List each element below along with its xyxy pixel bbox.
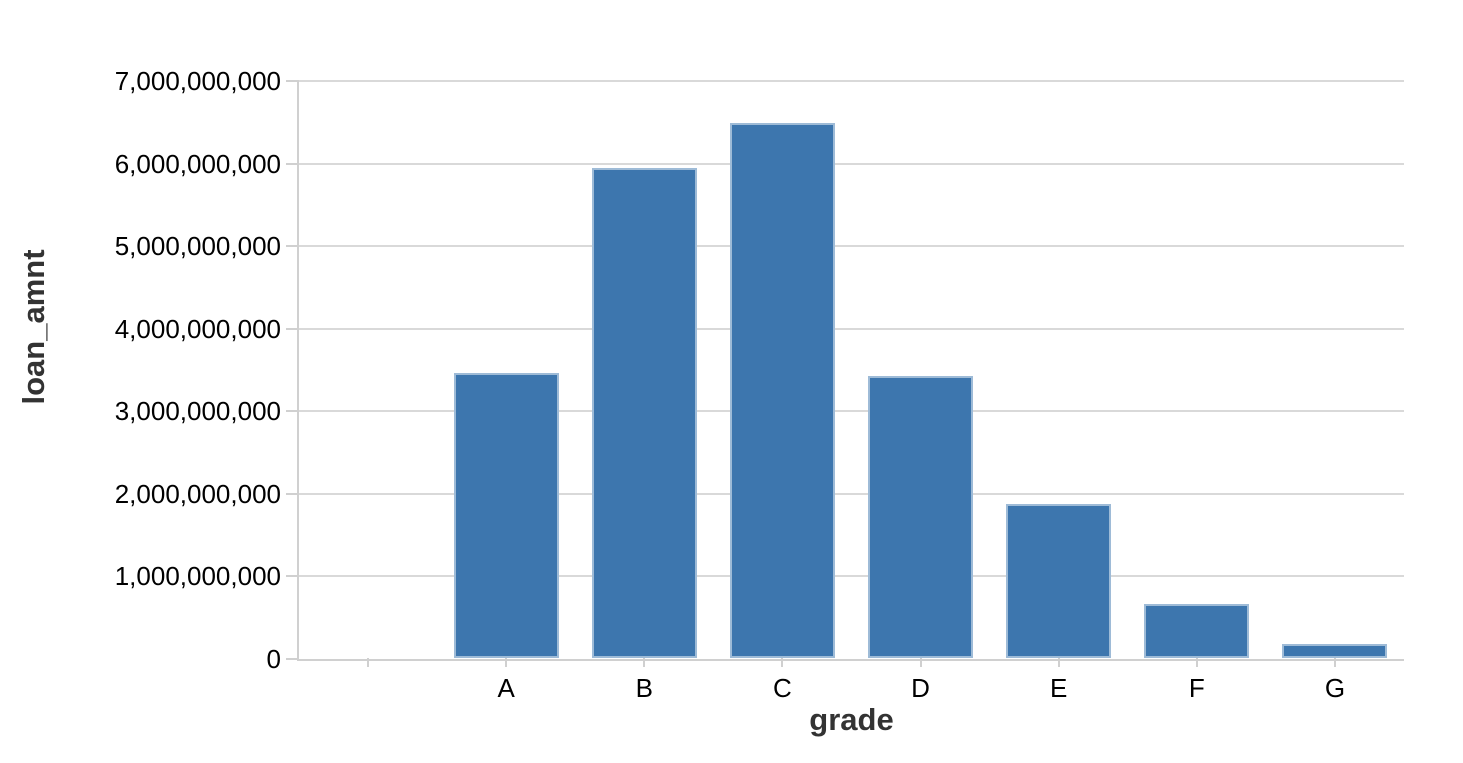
gridline <box>299 410 1404 413</box>
y-tick-label: 7,000,000,000 <box>114 66 281 96</box>
gridline <box>299 80 1404 82</box>
gridline <box>299 492 1404 495</box>
gridline <box>299 327 1404 330</box>
x-tick-label: B <box>635 673 653 703</box>
bar-F <box>1144 604 1250 658</box>
gridline <box>299 245 1404 248</box>
y-axis-title: loan_amnt <box>16 249 51 405</box>
bar-B <box>591 168 697 658</box>
gridlines-layer <box>299 80 1404 659</box>
y-tick-label: 6,000,000,000 <box>114 148 281 179</box>
y-tick-label: 2,000,000,000 <box>114 478 281 509</box>
bar-C <box>729 122 835 658</box>
bar-G <box>1282 643 1388 658</box>
x-tick-label: G <box>1324 673 1346 703</box>
x-tick-label: D <box>911 673 930 703</box>
gridline <box>299 575 1404 578</box>
bars-layer <box>299 81 1404 658</box>
gridline <box>299 162 1404 165</box>
bar-A <box>453 373 559 658</box>
y-tick-label: 1,000,000,000 <box>114 561 281 592</box>
x-tick-label: E <box>1050 673 1068 703</box>
plot-area <box>297 81 1404 661</box>
x-tick-label: F <box>1188 673 1205 703</box>
y-tick-label: 0 <box>266 644 281 674</box>
bar-E <box>1006 504 1112 658</box>
x-tick-label: C <box>773 673 792 703</box>
x-axis-title: grade <box>809 702 894 737</box>
bar-D <box>868 376 974 658</box>
x-tick-label: A <box>497 673 515 703</box>
